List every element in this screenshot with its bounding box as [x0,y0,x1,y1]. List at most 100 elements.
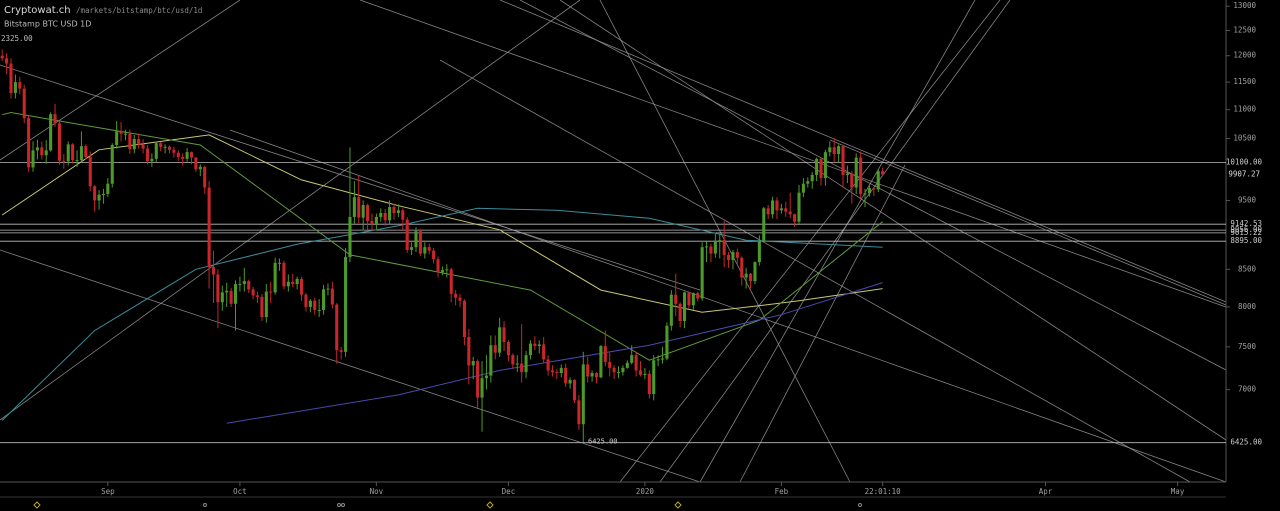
candle-body [304,294,308,307]
trendline [519,0,1227,371]
y-tick-label: 13000 [1233,1,1256,10]
candle-body [93,186,97,201]
candle-body [66,144,70,162]
candle-body [674,294,678,304]
candle-body [630,355,634,363]
candle-body [740,257,744,278]
candle-body [577,400,581,425]
candle-body [489,345,493,376]
candle-body [616,372,621,374]
candle-body [832,147,836,154]
candle-body [322,289,326,310]
candle-body [867,188,871,194]
level-inline-label: 6425.00 [588,438,618,446]
candle-body [590,373,594,377]
candle-body [185,152,189,159]
y-tick-label: 11500 [1233,77,1256,86]
candle-body [348,216,352,258]
candle-body [810,174,814,182]
candle-body [128,133,132,150]
candle-body [665,325,669,359]
x-tick-label: Oct [233,487,247,496]
candle-body [801,183,805,193]
candle-body [137,139,141,145]
candle-body [414,231,418,248]
candle-body [647,373,651,395]
candle-body [599,346,603,378]
candle-body [718,240,722,242]
candle-body [559,367,563,374]
candle-body [528,343,533,356]
candle-body [366,205,370,221]
candle-body [379,212,383,217]
candle-body [854,157,858,188]
x-tick-label: Dec [502,487,516,496]
candle-body [154,143,158,159]
candle-body [401,210,405,220]
level-label: 9015.22 [1230,228,1262,237]
candle-body [167,146,172,150]
candle-body [586,364,590,377]
candle-body [132,139,136,150]
marker [203,503,207,507]
candle-body [229,290,233,304]
candle-body [643,373,647,375]
trendline [439,59,1191,483]
candle-body [277,262,282,264]
candle-body [753,262,757,282]
candle-body [145,148,150,162]
candle-body [282,262,286,287]
candle-body [0,55,4,59]
candle-body [49,114,53,151]
candle-body [678,303,682,321]
candle-body [264,291,268,318]
candle-body [211,267,216,275]
candle-body [705,246,709,248]
candle-body [53,114,57,124]
level-label: 6425.00 [1230,438,1262,447]
level-label: 9056.00 [1230,225,1262,234]
candle-body [819,158,823,179]
candle-body [198,166,202,170]
candle-body [75,160,79,162]
level-label: 10100.00 [1226,158,1263,167]
candle-body [638,370,643,375]
candle-body [467,337,471,366]
candle-body [361,205,365,218]
candle-body [370,220,374,224]
candle-body [749,273,753,282]
candle-body [445,269,449,271]
y-tick-label: 8000 [1238,302,1257,311]
candle-body [31,150,35,168]
candle-body [273,262,277,293]
candle-body [744,273,748,278]
candle-body [691,293,695,306]
candle-body [383,212,387,221]
candle-body [84,146,88,158]
candle-body [841,146,845,175]
candle-body [779,208,783,211]
candle-body [542,344,546,360]
marker [486,501,494,509]
candle-body [317,309,321,311]
candle-body [189,152,194,158]
candle-body [669,294,673,326]
candle-body [106,183,110,194]
x-tick-label: 22:01:10 [865,487,902,496]
marker [674,501,682,509]
candle-body [511,355,515,365]
candle-body [634,355,638,371]
candle-body [88,157,92,187]
trendline [0,0,581,421]
candle-body [863,193,867,195]
candle-body [515,363,519,365]
candle-body [9,63,13,93]
candle-body [405,219,409,250]
candle-body [13,82,17,93]
candle-body [247,281,251,290]
marker [858,503,862,507]
candle-body [436,259,440,273]
candle-body [845,173,849,175]
candle-body [163,146,167,148]
candle-body [564,367,568,384]
